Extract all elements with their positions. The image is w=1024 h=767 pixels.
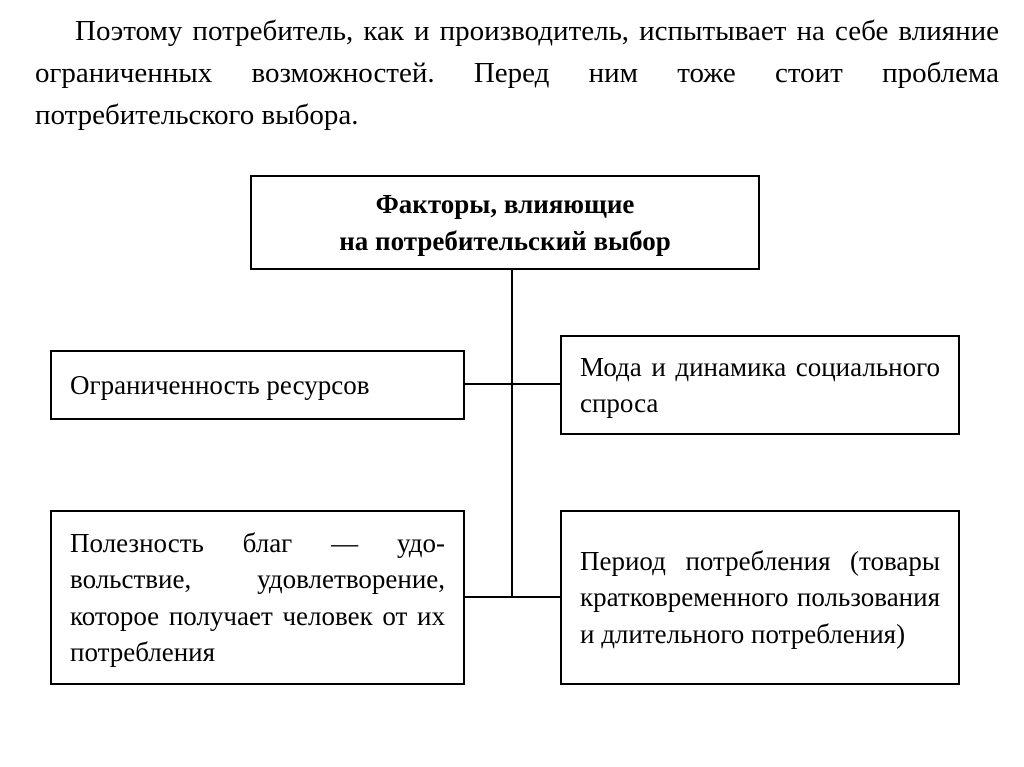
root-text: Факторы, влияющиена потребительский выбо…	[339, 186, 671, 259]
child-text-0: Ограниченность ресурсов	[70, 367, 369, 403]
connector-vertical	[511, 270, 513, 596]
connector-row2	[465, 596, 560, 598]
child-text-2: Полезность благ — удо­вольствие, удовлет…	[70, 525, 445, 671]
factors-diagram: Факторы, влияющиена потребительский выбо…	[0, 155, 1024, 755]
intro-paragraph: Поэтому потребитель, как и производитель…	[35, 10, 999, 136]
root-box: Факторы, влияющиена потребительский выбо…	[250, 175, 760, 270]
child-box-1: Мода и динамика соци­ального спроса	[560, 335, 960, 435]
child-box-3: Период потребления (то­вары кратковремен…	[560, 510, 960, 685]
child-box-2: Полезность благ — удо­вольствие, удовлет…	[50, 510, 465, 685]
child-text-3: Период потребления (то­вары кратковремен…	[580, 543, 940, 652]
child-text-1: Мода и динамика соци­ального спроса	[580, 349, 940, 422]
child-box-0: Ограниченность ресурсов	[50, 350, 465, 420]
connector-row1	[465, 383, 560, 385]
